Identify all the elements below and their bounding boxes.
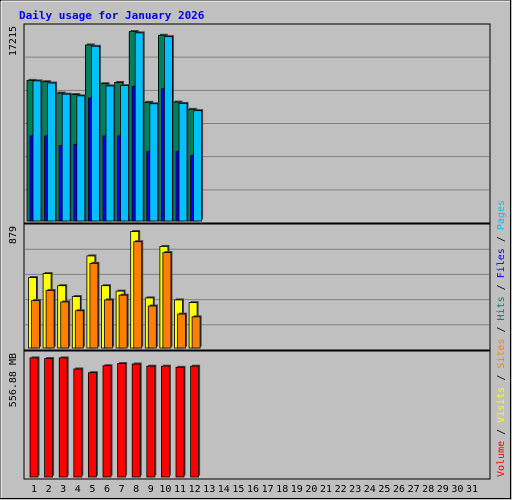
bar-volume-day-8 — [131, 363, 141, 478]
bar-volume-day-10 — [160, 365, 170, 478]
legend-separator: / — [496, 320, 507, 338]
x-tick-label: 29 — [437, 484, 449, 495]
x-tick-label: 27 — [408, 484, 420, 495]
bar-pages-day-5 — [91, 45, 100, 222]
x-tick-label: 20 — [305, 484, 317, 495]
x-tick-label: 26 — [393, 484, 405, 495]
panel-max-label: 879 — [8, 226, 19, 244]
bar-sites-day-9 — [147, 305, 157, 349]
legend-separator: / — [496, 369, 507, 387]
bar-pages-day-12 — [193, 110, 203, 222]
x-tick-label: 15 — [232, 484, 244, 495]
legend-separator: / — [496, 278, 507, 296]
x-tick-label: 30 — [451, 484, 463, 495]
bar-pages-day-9 — [149, 103, 159, 222]
bar-volume-day-5 — [88, 372, 97, 478]
x-tick-label: 17 — [262, 484, 274, 495]
bar-pages-day-6 — [105, 85, 115, 222]
x-tick-label: 19 — [291, 484, 303, 495]
bar-volume-day-1 — [29, 357, 39, 478]
x-tick-label: 13 — [203, 484, 215, 495]
legend-separator: / — [496, 230, 507, 248]
x-tick-label: 9 — [148, 484, 154, 495]
bar-volume-day-4 — [73, 368, 83, 478]
x-tick-label: 14 — [218, 484, 230, 495]
panel-max-label: 17215 — [8, 26, 19, 56]
panel-max-label: 556.88 MB — [8, 353, 19, 407]
x-tick-label: 1 — [31, 484, 37, 495]
bar-pages-day-8 — [134, 32, 144, 222]
bar-pages-day-4 — [76, 95, 86, 222]
legend-item-sites: Sites — [496, 339, 507, 369]
x-tick-label: 6 — [104, 484, 110, 495]
bar-pages-day-1 — [32, 80, 42, 222]
legend-item-files: Files — [496, 248, 507, 278]
legend-item-pages: Pages — [496, 200, 507, 230]
bar-volume-day-7 — [117, 363, 126, 478]
bar-sites-day-6 — [104, 299, 113, 349]
x-tick-label: 23 — [349, 484, 361, 495]
x-tick-label: 5 — [89, 484, 95, 495]
x-tick-label: 24 — [364, 484, 376, 495]
x-tick-label: 21 — [320, 484, 332, 495]
bar-sites-day-1 — [31, 300, 40, 349]
x-tick-label: 28 — [422, 484, 434, 495]
x-tick-label: 7 — [119, 484, 125, 495]
legend-item-volume: Volume — [496, 441, 507, 477]
legend-item-visits: Visits — [496, 387, 507, 423]
x-tick-label: 3 — [60, 484, 66, 495]
bar-volume-day-12 — [190, 365, 200, 478]
x-tick-label: 31 — [466, 484, 478, 495]
bar-pages-day-11 — [178, 103, 188, 222]
x-tick-label: 10 — [159, 484, 171, 495]
bar-sites-day-7 — [118, 294, 128, 349]
bar-sites-day-5 — [89, 262, 99, 349]
legend-series: Volume / Visits / Sites / Hits / Files /… — [496, 200, 507, 477]
bar-volume-day-3 — [58, 357, 68, 478]
bar-volume-day-11 — [175, 366, 185, 478]
legend-separator: / — [496, 423, 507, 441]
x-tick-label: 4 — [75, 484, 81, 495]
x-tick-label: 8 — [133, 484, 139, 495]
chart-title: Daily usage for January 2026 — [19, 9, 205, 22]
bar-sites-day-2 — [45, 290, 55, 349]
x-tick-label: 16 — [247, 484, 259, 495]
bar-sites-day-8 — [133, 241, 143, 349]
x-tick-label: 11 — [174, 484, 186, 495]
x-tick-label: 12 — [189, 484, 201, 495]
bar-pages-day-10 — [163, 36, 173, 222]
bar-sites-day-3 — [60, 301, 70, 349]
bar-pages-day-3 — [61, 93, 71, 222]
x-tick-label: 2 — [46, 484, 52, 495]
bar-sites-day-4 — [74, 310, 84, 349]
bar-pages-day-2 — [47, 82, 56, 222]
bar-sites-day-11 — [177, 313, 186, 349]
bar-volume-day-6 — [102, 365, 112, 478]
bar-volume-day-2 — [44, 358, 53, 478]
bar-pages-day-7 — [120, 85, 129, 222]
x-tick-label: 22 — [335, 484, 347, 495]
panel-volume — [23, 350, 491, 480]
bar-sites-day-10 — [162, 252, 172, 349]
x-tick-label: 25 — [378, 484, 390, 495]
bar-volume-day-9 — [146, 365, 156, 478]
legend-item-hits: Hits — [496, 296, 507, 320]
bar-sites-day-12 — [191, 316, 201, 349]
x-tick-label: 18 — [276, 484, 288, 495]
